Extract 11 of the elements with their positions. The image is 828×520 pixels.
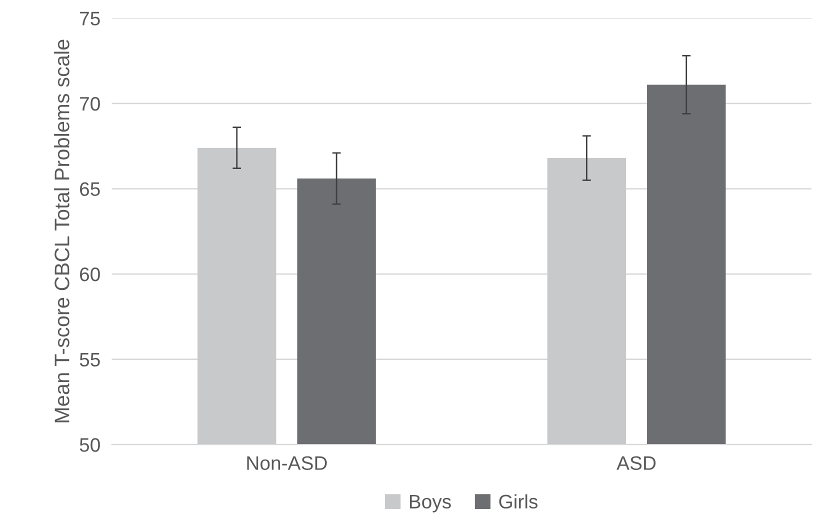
legend-label: Boys — [410, 494, 451, 512]
y-tick-label: 55 — [80, 352, 100, 367]
y-tick-label: 60 — [80, 268, 100, 282]
y-tick-label: 65 — [80, 182, 100, 196]
y-tick-label: 75 — [80, 12, 100, 26]
x-tick-label: ASD — [616, 456, 656, 470]
y-axis-title: Mean T-score CBCL Total Problems scale — [54, 40, 70, 422]
legend-label: Girls — [499, 494, 538, 509]
y-tick-label: 50 — [80, 438, 100, 452]
y-tick-label: 70 — [80, 96, 100, 111]
x-tick-label: Non-ASD — [247, 456, 327, 470]
